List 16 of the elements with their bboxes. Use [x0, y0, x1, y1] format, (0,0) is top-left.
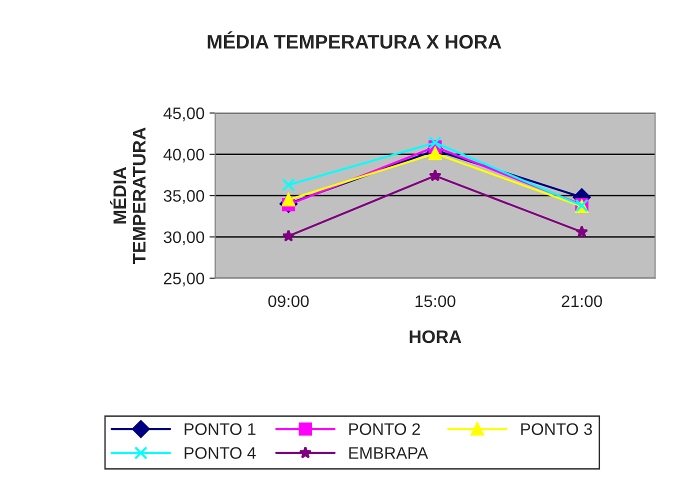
- x-tick-label: 15:00: [416, 295, 456, 308]
- y-tick-label: 45,00: [163, 107, 204, 122]
- legend-label: EMBRAPA: [349, 447, 428, 459]
- y-axis-title: MÉDIA TEMPERATURA: [110, 128, 146, 264]
- y-tick-label: 30,00: [164, 231, 204, 246]
- legend-label: PONTO 1: [184, 423, 256, 436]
- x-tick-label: 09:00: [268, 295, 309, 308]
- x-tick-label: 21:00: [562, 295, 602, 308]
- y-tick-label: 35,00: [164, 190, 204, 204]
- chart-title: MÉDIA TEMPERATURA X HORA: [208, 31, 502, 49]
- legend-label: PONTO 4: [184, 447, 256, 459]
- y-tick-label: 25,00: [164, 272, 204, 286]
- x-axis-title: HORA: [410, 330, 462, 344]
- legend-label: PONTO 2: [349, 423, 420, 436]
- legend-label: PONTO 3: [521, 423, 592, 436]
- y-tick-label: 40,00: [163, 148, 204, 162]
